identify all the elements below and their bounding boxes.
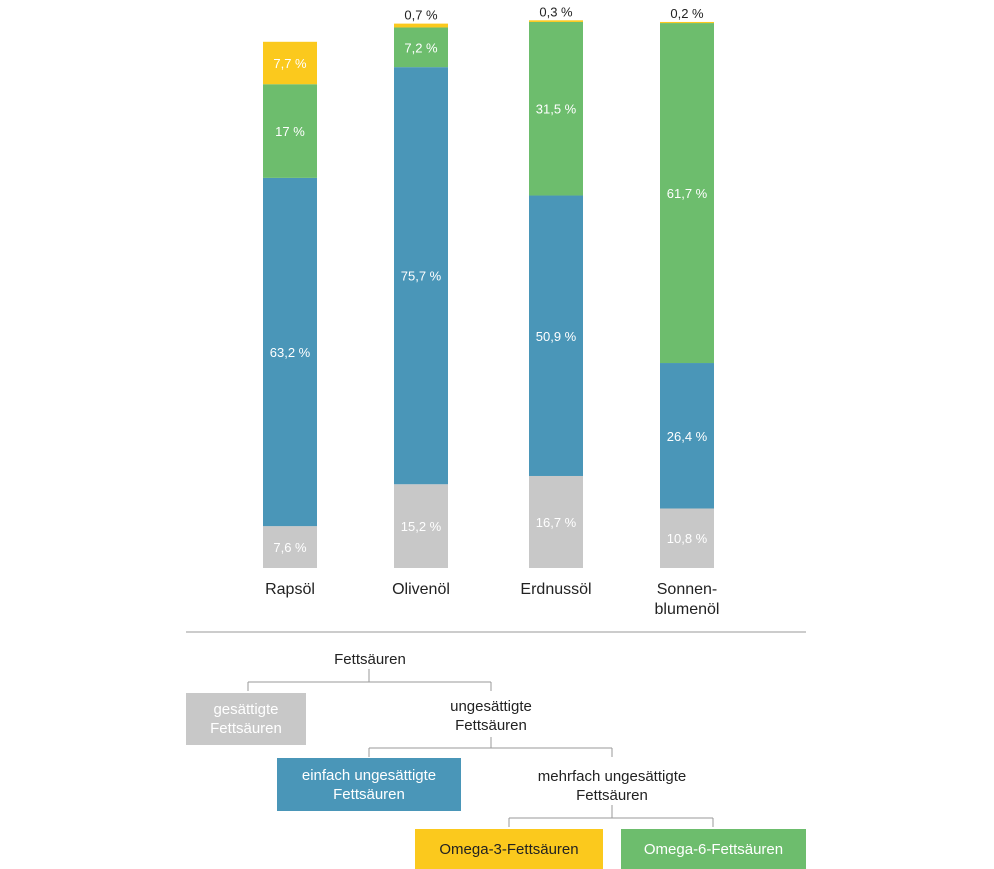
legend-poly-label: mehrfach ungesättigte Fettsäuren xyxy=(537,768,687,804)
bar-segment xyxy=(529,195,583,476)
bar-segment xyxy=(394,27,448,68)
category-label: Olivenöl xyxy=(392,581,450,598)
category-label: Sonnen- xyxy=(657,581,718,598)
legend-tree-lines xyxy=(247,669,714,827)
bar-segment xyxy=(263,177,317,527)
data-label: 10,8 % xyxy=(667,531,708,546)
data-label: 61,7 % xyxy=(667,186,708,201)
bar-segment xyxy=(660,363,714,509)
data-label: 7,7 % xyxy=(273,56,307,71)
bar-segment xyxy=(529,21,583,196)
bar-segment xyxy=(263,41,317,85)
bar-segment xyxy=(660,21,714,24)
category-label: Rapsöl xyxy=(265,581,315,598)
tree-line-unsaturated xyxy=(368,737,613,757)
tree-line-poly xyxy=(508,805,714,827)
bar-segment xyxy=(660,508,714,568)
bar-segment xyxy=(394,484,448,568)
data-label: 0,2 % xyxy=(670,6,704,21)
legend-omega3-box: Omega-3-Fettsäuren xyxy=(415,829,603,869)
data-label: 50,9 % xyxy=(536,329,577,344)
data-label: 15,2 % xyxy=(401,519,442,534)
legend-omega6-label: Omega-6-Fettsäuren xyxy=(643,840,784,858)
bar-segment xyxy=(660,23,714,364)
data-label: 31,5 % xyxy=(536,102,577,117)
bar-segment xyxy=(394,23,448,28)
bar-segment xyxy=(529,20,583,22)
legend-mono-label: einfach ungesättigte Fettsäuren xyxy=(301,766,437,803)
legend-root-label: Fettsäuren xyxy=(334,651,406,668)
data-label: 16,7 % xyxy=(536,515,577,530)
legend-saturated-box: gesättigte Fettsäuren xyxy=(186,693,306,745)
data-label: 26,4 % xyxy=(667,429,708,444)
bar-segment xyxy=(529,475,583,568)
bar-segment xyxy=(394,67,448,485)
data-label: 63,2 % xyxy=(270,345,311,360)
legend-unsaturated-label: ungesättigte Fettsäuren xyxy=(450,698,532,734)
legend-saturated-label: gesättigte Fettsäuren xyxy=(210,701,282,737)
bar-segment xyxy=(263,526,317,568)
data-label: 75,7 % xyxy=(401,269,442,284)
data-label: 0,7 % xyxy=(404,8,438,23)
category-label: blumenöl xyxy=(655,601,720,618)
category-label: Erdnussöl xyxy=(520,581,591,598)
data-label: 0,3 % xyxy=(539,4,573,19)
data-label: 7,6 % xyxy=(273,540,307,555)
bars-group: 7,6 % 63,2 % 17 % 7,7 % 15,2 % 75,7 % 7,2 % 0,7… xyxy=(263,4,714,568)
legend-mono-box: einfach ungesättigte Fettsäuren xyxy=(277,758,461,811)
bar-segment xyxy=(263,84,317,178)
category-labels: Rapsöl Olivenöl Erdnussöl Sonnen-blumenöl xyxy=(265,581,719,618)
data-label: 17 % xyxy=(275,124,305,139)
data-label: 7,2 % xyxy=(404,40,438,55)
tree-line-root xyxy=(247,669,492,691)
legend-omega3-label: Omega-3-Fettsäuren xyxy=(439,840,579,858)
legend-omega6-box: Omega-6-Fettsäuren xyxy=(621,829,806,869)
